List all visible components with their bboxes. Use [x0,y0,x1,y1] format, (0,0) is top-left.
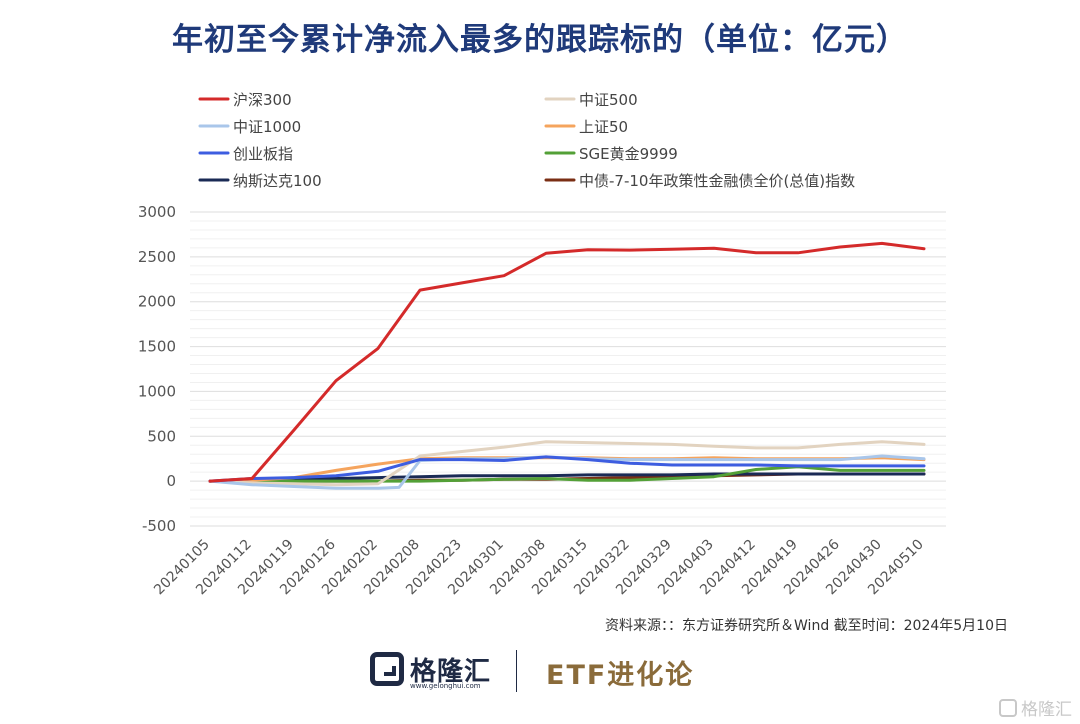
source-note: 资料来源：：东方证券研究所＆Wind 截至时间：2024年5月10日 [605,618,1008,634]
legend-label: 上证50 [579,118,628,136]
watermark-icon [999,698,1017,717]
brand-name: ETF进化论 [546,660,695,691]
y-tick-label: 1000 [138,382,176,400]
chart-title: 年初至今累计净流入最多的跟踪标的（单位：亿元） [172,22,908,58]
y-tick-label: 1500 [138,338,176,356]
legend-label: 中证500 [579,91,638,109]
logo-text: 格隆汇 [410,657,492,687]
footer-divider [516,650,517,692]
series-line-4 [208,455,926,483]
watermark-text: 格隆汇 [1021,700,1072,720]
y-tick-label: 2500 [138,248,176,266]
legend-label: SGE黄金9999 [579,145,678,163]
legend-label: 纳斯达克100 [233,172,322,190]
watermark: 格隆汇 [999,695,1072,720]
y-tick-label: -500 [142,517,176,535]
series-line-5 [208,465,926,483]
legend-label: 中证1000 [233,118,301,136]
y-tick-label: 500 [147,427,176,445]
series-line-0 [208,241,926,483]
logo-url: www.gelonghui.com [410,682,481,690]
legend-label: 沪深300 [233,91,292,109]
logo-icon [370,652,404,686]
series-line-6 [208,472,926,483]
legend-label: 创业板指 [233,145,293,163]
y-tick-label: 2000 [138,293,176,311]
gelonghui-logo: 格隆汇 www.gelonghui.com [370,648,500,696]
series-line-1 [208,440,926,487]
y-tick-label: 3000 [138,203,176,221]
legend-label: 中债-7-10年政策性金融债全价(总值)指数 [579,172,855,190]
y-tick-label: 0 [166,472,176,490]
